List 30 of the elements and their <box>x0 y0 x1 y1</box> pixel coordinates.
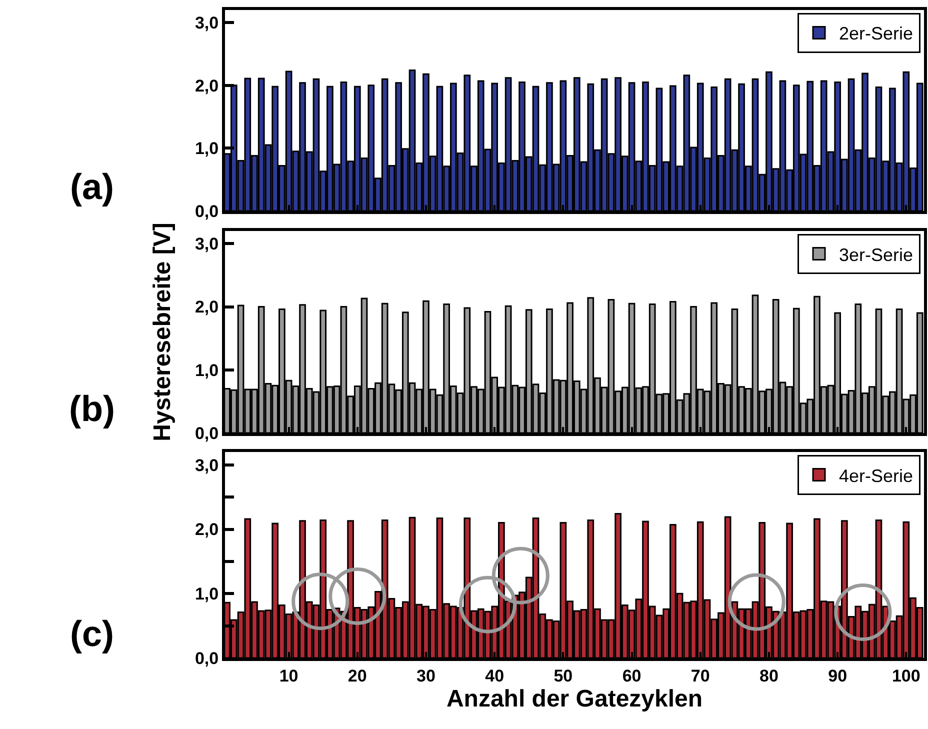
x-tick-label: 60 <box>622 666 642 686</box>
y-tick-label: 0,0 <box>194 424 219 443</box>
text: (a) <box>70 166 114 207</box>
legend-label: 2er-Serie <box>839 24 914 44</box>
y-tick-label: 2,0 <box>194 76 219 96</box>
y-tick-label: 3,0 <box>194 14 219 33</box>
x-tick-label: 50 <box>554 666 573 686</box>
x-tick-label: 40 <box>485 666 504 686</box>
x-tick-label: 90 <box>828 666 848 686</box>
x-tick-label: 20 <box>348 666 367 686</box>
legend-label: 4er-Serie <box>839 466 914 486</box>
x-axis-title: Anzahl der Gatezyklen <box>446 685 703 712</box>
y-axis-title: Hysteresebreite [V] <box>149 222 176 442</box>
x-tick-label: 80 <box>760 666 778 686</box>
y-tick-label: 2,0 <box>194 298 219 317</box>
y-tick-label: 0,0 <box>194 648 219 668</box>
x-tick-label: 70 <box>690 666 710 686</box>
text: (c) <box>70 613 114 654</box>
x-tick-label: 30 <box>416 666 436 686</box>
y-tick-label: 2,0 <box>194 520 219 540</box>
y-tick-label: 1,0 <box>194 584 219 604</box>
text: (b) <box>69 388 115 429</box>
x-tick-label: 100 <box>892 666 920 686</box>
legend-label: 3er-Serie <box>839 244 914 265</box>
y-tick-label: 3,0 <box>194 456 219 475</box>
y-tick-label: 1,0 <box>194 139 219 158</box>
y-tick-label: 1,0 <box>194 360 219 380</box>
x-tick-label: 10 <box>279 666 298 686</box>
y-tick-label: 3,0 <box>194 234 219 254</box>
y-tick-label: 0,0 <box>194 202 219 221</box>
